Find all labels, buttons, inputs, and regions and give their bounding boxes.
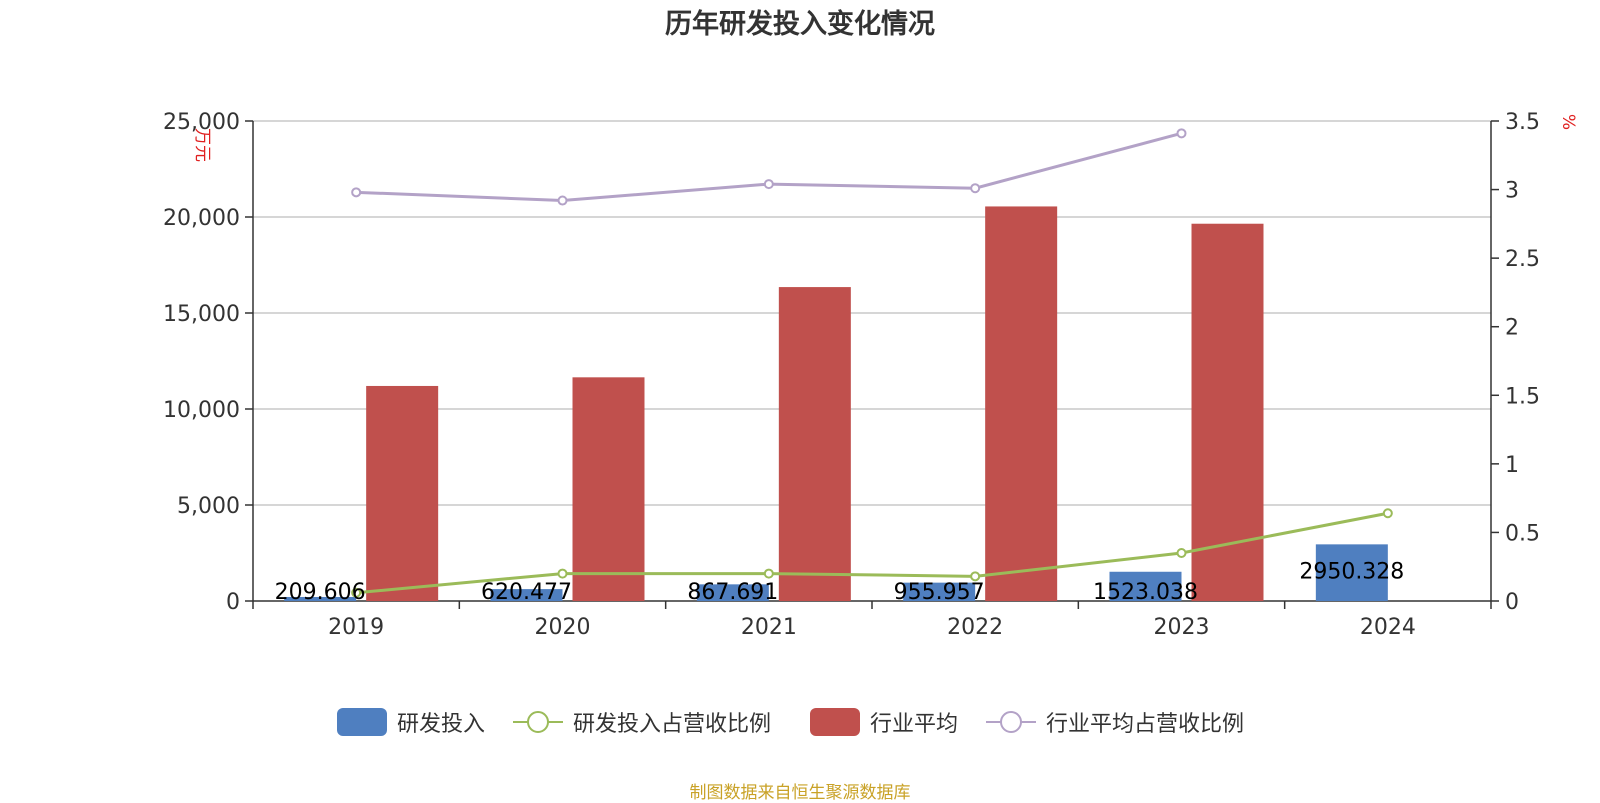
right-axis-tick-label-0: 0 xyxy=(1505,590,1519,615)
left-axis-tick-label-4: 20,000 xyxy=(163,206,240,231)
right-axis-tick-label-7: 3.5 xyxy=(1505,110,1540,135)
left-axis-tick-label-3: 15,000 xyxy=(163,302,240,327)
x-axis-label-2019: 2019 xyxy=(328,615,384,640)
line-rd-ratio xyxy=(356,511,1389,595)
data-label-rd-investment-2020: 620.477 xyxy=(481,580,572,605)
legend-swatch-rd-investment xyxy=(337,708,387,736)
point-industry-ratio-2022 xyxy=(970,183,981,194)
right-axis-unit: % xyxy=(1558,114,1578,130)
point-industry-ratio-2021 xyxy=(763,179,774,190)
left-axis-tick-label-1: 5,000 xyxy=(177,494,240,519)
data-label-rd-investment-2019: 209.606 xyxy=(275,580,366,605)
x-axis-label-2022: 2022 xyxy=(947,615,1003,640)
point-rd-ratio-2024 xyxy=(1382,508,1393,519)
legend-swatch-industry-ratio xyxy=(986,708,1036,736)
bar-rd-investment-2019 xyxy=(284,596,357,601)
bar-rd-investment-2024 xyxy=(1315,544,1388,601)
left-axis-tick-label-2: 10,000 xyxy=(163,398,240,423)
x-axis-label-2023: 2023 xyxy=(1154,615,1210,640)
bar-rd-investment-2023 xyxy=(1109,571,1182,601)
chart-title: 历年研发投入变化情况 xyxy=(665,9,935,40)
x-axis-label-2020: 2020 xyxy=(535,615,591,640)
data-label-rd-investment-2021: 867.691 xyxy=(687,580,778,605)
point-rd-ratio-2021 xyxy=(763,568,774,579)
right-axis-tick-label-2: 1 xyxy=(1505,453,1519,478)
legend-item-industry-ratio[interactable]: 行业平均占营收比例 xyxy=(986,706,1244,738)
point-rd-ratio-2019 xyxy=(351,587,362,598)
left-axis-unit: 万元 xyxy=(192,128,212,162)
data-source-note: 制图数据来自恒生聚源数据库 xyxy=(689,783,911,803)
bar-industry-average-2019 xyxy=(366,385,439,601)
point-industry-ratio-2019 xyxy=(351,187,362,198)
bar-rd-investment-2020 xyxy=(490,589,563,601)
legend-label-industry-ratio: 行业平均占营收比例 xyxy=(1046,712,1245,737)
line-industry-ratio xyxy=(356,131,1182,203)
point-rd-ratio-2020 xyxy=(557,568,568,579)
point-rd-ratio-2022 xyxy=(970,571,981,582)
legend-item-rd-ratio[interactable]: 研发投入占营收比例 xyxy=(513,706,771,738)
left-axis-tick-label-5: 25,000 xyxy=(163,110,240,135)
legend: 研发投入 研发投入占营收比例 行业平均 行业平均占营收比例 xyxy=(0,706,1600,738)
right-axis-tick-label-6: 3 xyxy=(1505,179,1519,204)
bar-industry-average-2022 xyxy=(985,206,1058,601)
legend-label-rd-investment: 研发投入 xyxy=(397,712,486,737)
legend-swatch-rd-ratio xyxy=(513,708,563,736)
right-axis-tick-label-3: 1.5 xyxy=(1505,384,1540,409)
legend-item-industry-average[interactable]: 行业平均 xyxy=(810,706,958,738)
bar-rd-investment-2022 xyxy=(903,582,976,601)
right-axis-tick-label-5: 2.5 xyxy=(1505,247,1540,272)
data-label-rd-investment-2024: 2950.328 xyxy=(1299,559,1404,584)
point-rd-ratio-2023 xyxy=(1176,548,1187,558)
data-label-rd-investment-2023: 1523.038 xyxy=(1093,580,1198,605)
x-axis-label-2024: 2024 xyxy=(1360,615,1416,640)
left-axis-tick-label-0: 0 xyxy=(226,590,240,615)
right-axis-tick-label-1: 0.5 xyxy=(1505,521,1540,546)
point-industry-ratio-2020 xyxy=(557,195,568,206)
point-industry-ratio-2023 xyxy=(1176,128,1187,139)
legend-label-rd-ratio: 研发投入占营收比例 xyxy=(573,712,772,737)
bar-industry-average-2021 xyxy=(778,287,851,601)
legend-swatch-industry-average xyxy=(810,708,860,736)
x-axis-label-2021: 2021 xyxy=(741,615,797,640)
right-axis-tick-label-4: 2 xyxy=(1505,316,1519,341)
bar-industry-average-2020 xyxy=(572,377,645,601)
data-label-rd-investment-2022: 955.957 xyxy=(894,580,985,605)
bar-rd-investment-2021 xyxy=(696,584,769,601)
legend-item-rd-investment[interactable]: 研发投入 xyxy=(337,706,485,738)
legend-label-industry-average: 行业平均 xyxy=(870,712,959,737)
